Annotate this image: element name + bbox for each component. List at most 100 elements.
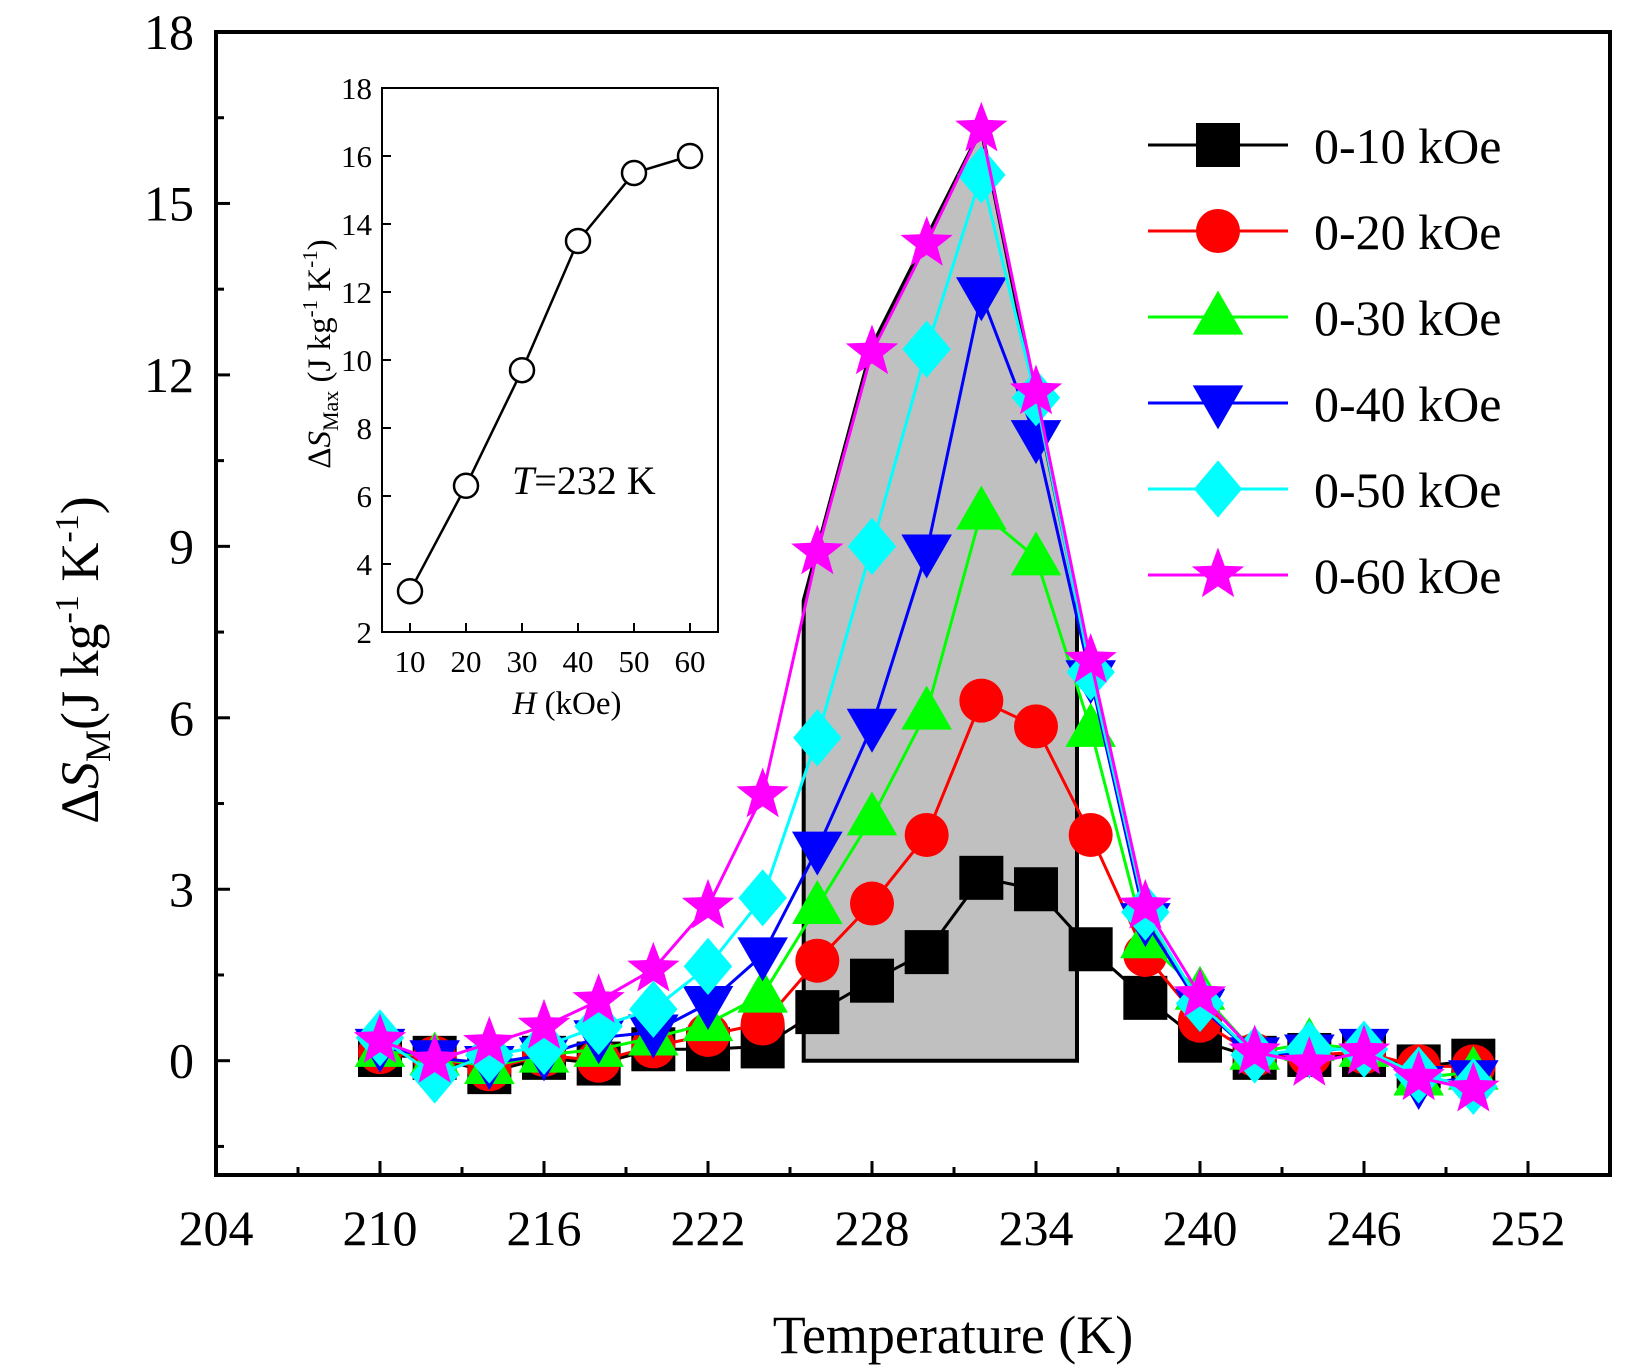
inset-y-tick-label: 16 — [341, 139, 372, 174]
inset-y-axis-close: ) — [302, 239, 338, 250]
inset-y-tick-label: 14 — [341, 207, 373, 242]
legend-label: 0-10 kOe — [1314, 118, 1501, 174]
data-point — [681, 878, 735, 929]
data-point — [737, 937, 788, 982]
data-point — [847, 517, 897, 575]
inset-data-point — [620, 159, 648, 187]
data-point — [904, 812, 949, 857]
data-point — [901, 534, 952, 579]
data-point — [1014, 867, 1058, 912]
data-point — [682, 985, 734, 1030]
legend-marker — [1196, 123, 1240, 167]
inset-y-tick-label: 12 — [341, 275, 372, 310]
inset-y-axis-delta: Δ — [302, 448, 338, 469]
inset-x-tick-label: 20 — [451, 644, 482, 679]
main-plot-frame — [214, 30, 1612, 1177]
inset-x-tick-label: 30 — [507, 644, 538, 679]
legend-marker — [1192, 385, 1244, 430]
y-axis-title-subscript: M — [78, 730, 118, 762]
x-tick-label: 252 — [1491, 1200, 1566, 1256]
legend-item: 0-20 kOe — [1148, 204, 1501, 260]
inset-chart: 10 20 30 40 50 60 2 4 6 8 10 12 14 16 18 H (kOe) ΔSMax… — [298, 71, 719, 722]
legend-item: 0-60 kOe — [1148, 547, 1501, 604]
data-point — [956, 277, 1007, 322]
legend-label: 0-40 kOe — [1314, 376, 1501, 432]
inset-y-axis-title: ΔSMax (J kg-1 K-1) — [298, 239, 343, 469]
inset-annotation-symbol: T — [512, 458, 537, 503]
data-point — [904, 930, 949, 975]
data-point — [629, 980, 678, 1038]
y-axis-title: ΔSM(J kg-1 K-1) — [49, 496, 118, 823]
legend-item: 0-40 kOe — [1148, 376, 1501, 432]
series-0-60-kOe — [353, 101, 1500, 1112]
data-point — [1173, 967, 1227, 1018]
y-axis-title-exp1: -1 — [49, 595, 86, 623]
data-point — [519, 1017, 569, 1076]
data-point — [736, 767, 789, 818]
data-point — [792, 879, 843, 924]
inset-data-point — [676, 142, 704, 170]
data-point — [795, 990, 840, 1035]
data-point — [959, 678, 1004, 723]
inset-x-axis-units: (kOe) — [536, 686, 621, 722]
data-point — [1283, 1036, 1336, 1086]
inset-x-axis-title: H (kOe) — [511, 686, 621, 722]
data-point — [900, 216, 953, 266]
data-point — [1068, 812, 1113, 857]
inset-y-tick-label: 8 — [357, 411, 373, 446]
inset-x-axis-symbol: H — [511, 686, 538, 722]
inset-annotation: T=232 K — [512, 458, 656, 503]
inset-y-axis-exp2: -1 — [298, 250, 322, 268]
y-tick-label: 3 — [169, 861, 194, 917]
data-point — [850, 881, 894, 926]
data-point — [1010, 420, 1062, 465]
legend-marker — [1191, 547, 1245, 598]
inset-y-tick-label: 18 — [341, 71, 372, 106]
data-point — [353, 1013, 407, 1063]
inset-data-point — [452, 472, 480, 500]
x-tick-label: 246 — [1327, 1200, 1402, 1256]
data-point — [795, 938, 840, 983]
data-point — [572, 973, 625, 1023]
inset-y-axis-symbol: S — [302, 431, 338, 448]
data-point — [683, 937, 733, 996]
legend-label: 0-30 kOe — [1314, 290, 1501, 346]
data-point — [408, 1033, 461, 1083]
inset-y-axis-units: (J kg — [302, 317, 338, 390]
data-point — [1010, 531, 1062, 576]
inset-y-axis-subscript: Max — [318, 391, 343, 431]
x-tick-label: 204 — [179, 1200, 254, 1256]
legend-label: 0-20 kOe — [1314, 204, 1501, 260]
legend: 0-10 kOe 0-20 kOe 0-30 kOe 0-40 kOe 0-50 kOe… — [1148, 118, 1501, 604]
inset-y-tick-label: 4 — [357, 547, 373, 582]
data-point — [463, 1016, 516, 1066]
inset-annotation-value: =232 K — [534, 458, 656, 503]
inset-series-layer — [396, 142, 704, 605]
y-tick-label: 6 — [169, 690, 194, 746]
data-point — [845, 324, 899, 375]
data-point — [574, 997, 623, 1056]
data-point — [850, 958, 894, 1003]
data-point — [956, 485, 1007, 530]
inset-x-tick-label: 10 — [395, 644, 426, 679]
inset-y-tick-label: 2 — [357, 615, 373, 650]
inset-y-axis-exp1: -1 — [298, 300, 322, 318]
data-point — [1068, 927, 1113, 972]
inset-data-point — [508, 356, 536, 384]
y-tick-label: 9 — [169, 518, 194, 574]
inset-x-tick-label: 60 — [675, 644, 706, 679]
legend-marker — [1193, 460, 1243, 518]
x-tick-label: 216 — [507, 1200, 582, 1256]
data-point — [793, 709, 842, 767]
y-tick-label: 12 — [144, 347, 194, 403]
y-axis-title-symbol: S — [50, 762, 110, 789]
inset-x-tick-label: 50 — [619, 644, 650, 679]
y-axis-title-close: ) — [50, 496, 110, 514]
data-point — [1123, 975, 1168, 1020]
main-series-layer — [353, 101, 1500, 1116]
data-point — [1337, 1024, 1391, 1075]
x-tick-label: 228 — [835, 1200, 910, 1256]
data-point — [791, 524, 844, 575]
